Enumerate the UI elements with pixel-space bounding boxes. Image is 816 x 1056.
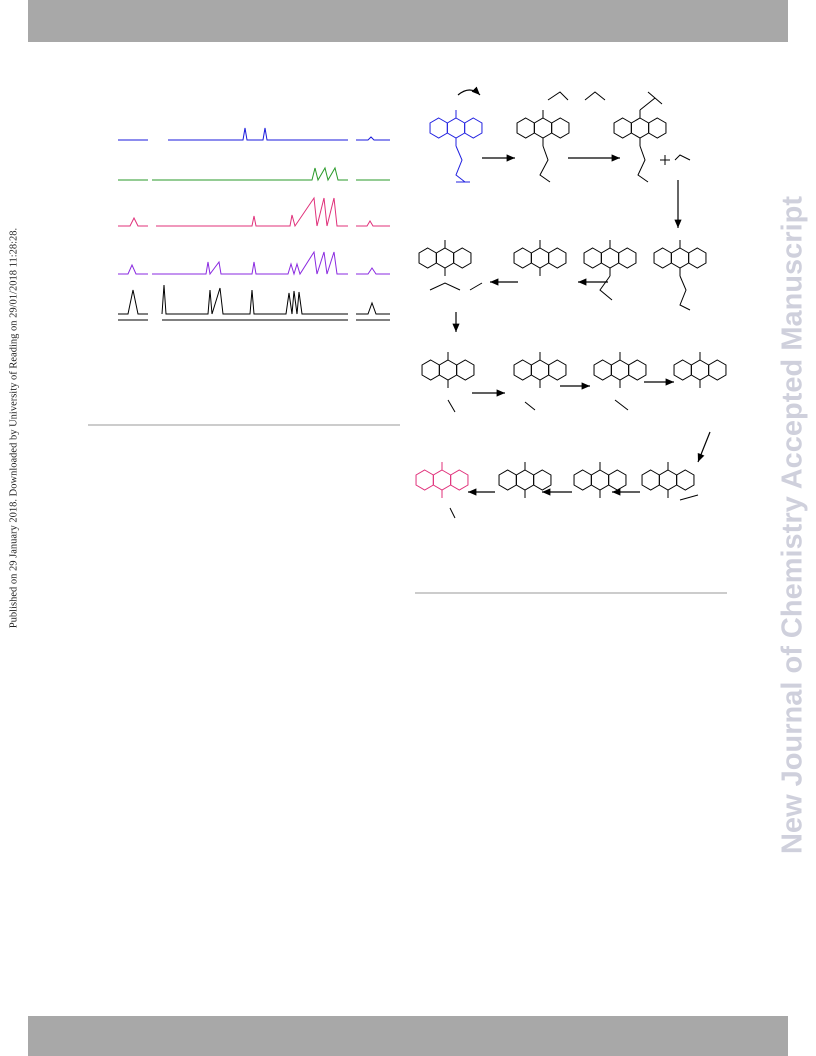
header-bar <box>28 0 788 42</box>
reaction-scheme <box>415 86 727 519</box>
nmr-spectra <box>118 127 390 321</box>
footer-bar <box>28 1016 788 1056</box>
